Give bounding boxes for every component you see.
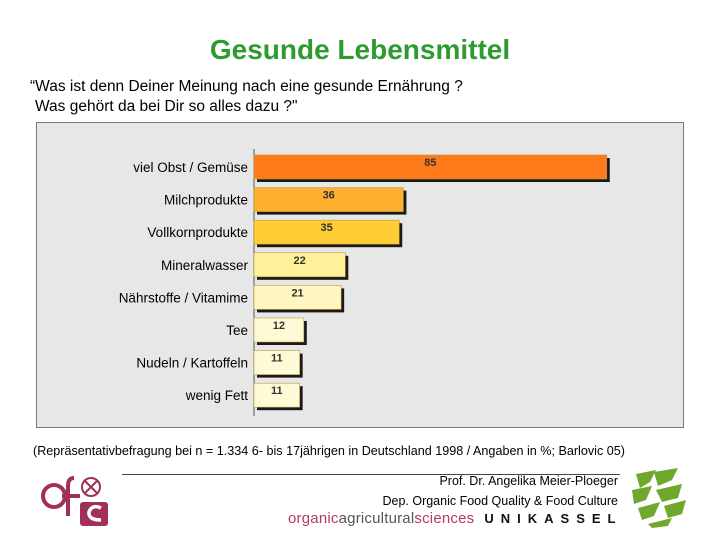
- category-label: viel Obst / Gemüse: [133, 160, 248, 175]
- university-name: UNIKASSEL: [484, 511, 623, 526]
- category-label: Milchprodukte: [164, 193, 248, 208]
- footer-divider: [122, 474, 620, 475]
- bar: [253, 350, 300, 375]
- bar-chart-panel: viel Obst / Gemüse 85 Milchprodukte 36 Vollk…: [36, 122, 684, 428]
- kassel-leaf-logo-icon: [632, 468, 686, 528]
- bar: [253, 285, 342, 310]
- bar: [253, 317, 305, 343]
- category-label: Tee: [226, 323, 248, 338]
- bar: [253, 252, 346, 278]
- data-label: 22: [294, 255, 306, 267]
- data-label: 11: [271, 353, 283, 365]
- data-label: 35: [321, 222, 333, 234]
- category-label: Vollkornprodukte: [147, 225, 248, 240]
- credits-department: Dep. Organic Food Quality & Food Culture: [382, 494, 618, 508]
- credits-author: Prof. Dr. Angelika Meier-Ploeger: [439, 474, 618, 488]
- category-label: wenig Fett: [185, 388, 249, 403]
- brand-agricultural: agricultural: [338, 510, 415, 527]
- data-label: 21: [291, 287, 303, 299]
- footer-brand: organicagriculturalsciences UNIKASSEL: [288, 510, 622, 527]
- data-label: 12: [273, 320, 285, 332]
- ofc-logo-icon: [40, 468, 112, 528]
- data-label: 36: [323, 190, 335, 202]
- bar: [253, 382, 300, 408]
- credits: Prof. Dr. Angelika Meier-Ploeger Dep. Or…: [382, 471, 618, 511]
- bar: [253, 154, 608, 180]
- question-line-1: “Was ist denn Deiner Meinung nach eine g…: [30, 78, 463, 95]
- bar-chart: viel Obst / Gemüse 85 Milchprodukte 36 Vollk…: [119, 149, 610, 416]
- brand-organic: organic: [288, 510, 339, 527]
- bar: [253, 219, 400, 245]
- category-label: Nudeln / Kartoffeln: [136, 356, 248, 371]
- category-label: Mineralwasser: [161, 258, 249, 273]
- source-note: (Repräsentativbefragung bei n = 1.334 6-…: [33, 444, 625, 458]
- data-label: 85: [424, 157, 436, 169]
- data-label: 11: [271, 385, 283, 397]
- bar: [253, 187, 404, 212]
- question-line-2: Was gehört da bei Dir so alles dazu ?": [35, 98, 298, 115]
- category-label: Nährstoffe / Vitamime: [119, 290, 248, 305]
- page-title: Gesunde Lebensmittel: [209, 34, 511, 65]
- brand-sciences: sciences: [414, 510, 475, 527]
- survey-question: “Was ist denn Deiner Meinung nach eine g…: [30, 77, 670, 117]
